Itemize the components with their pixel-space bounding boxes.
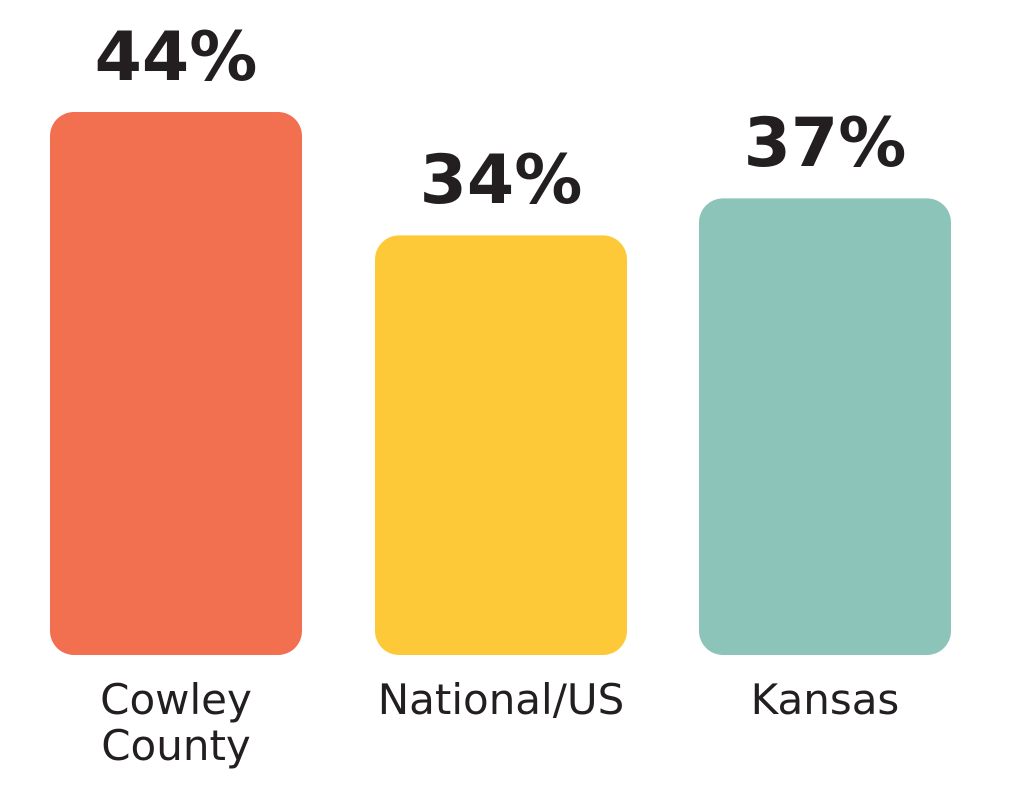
category-label: National/US [377,675,625,724]
category-label: Cowley County [100,675,252,770]
bar [699,198,951,656]
value-label: 44% [94,18,258,97]
value-label: 34% [419,141,583,221]
bar [50,112,302,655]
category-label: Kansas [750,675,900,724]
value-label: 37% [743,104,907,184]
bar [375,235,627,655]
